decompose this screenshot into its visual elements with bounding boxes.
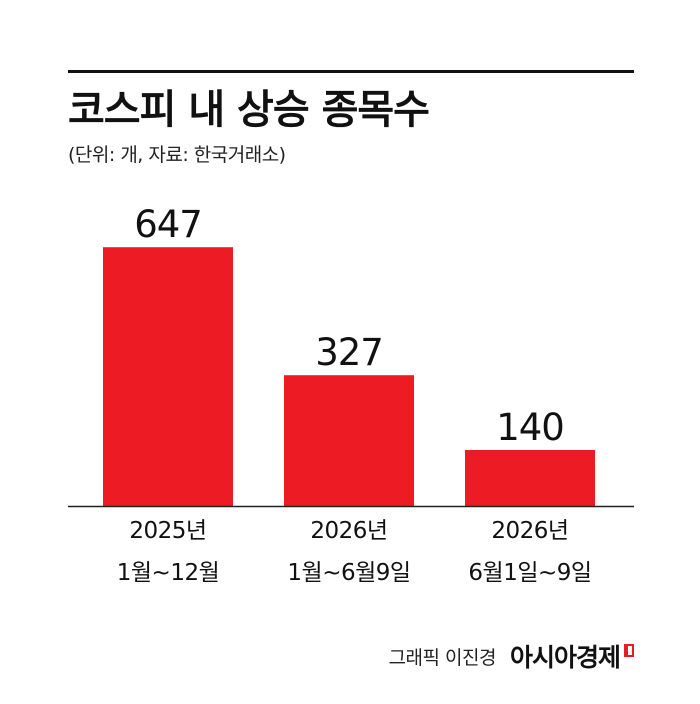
data-label-1: 327: [315, 331, 383, 374]
red-corner-mark-icon: [624, 643, 634, 657]
tick-label-1-line-0: 2026년: [310, 518, 387, 544]
data-label-2: 140: [496, 406, 564, 449]
bar-2: [465, 450, 595, 506]
chart-title: 코스피 내 상승 종목수: [68, 87, 430, 133]
graphic-credit: 그래픽 이진경: [388, 646, 497, 669]
footer: 그래픽 이진경 아시아경제: [389, 638, 634, 674]
chart-subtitle: (단위: 개, 자료: 한국거래소): [68, 144, 286, 166]
top-rule: [68, 70, 634, 73]
tick-label-0-line-1: 1월~12월: [117, 560, 220, 586]
bar-1: [284, 375, 414, 506]
tick-label-2-line-1: 6월1일~9일: [468, 560, 591, 586]
data-label-0: 647: [134, 203, 202, 246]
tick-label-0-line-0: 2025년: [129, 518, 206, 544]
tick-label-1-line-1: 1월~6월9일: [287, 560, 410, 586]
bar-0: [103, 247, 233, 506]
brand-logo: 아시아경제: [509, 643, 621, 672]
tick-label-2-line-0: 2026년: [491, 518, 568, 544]
